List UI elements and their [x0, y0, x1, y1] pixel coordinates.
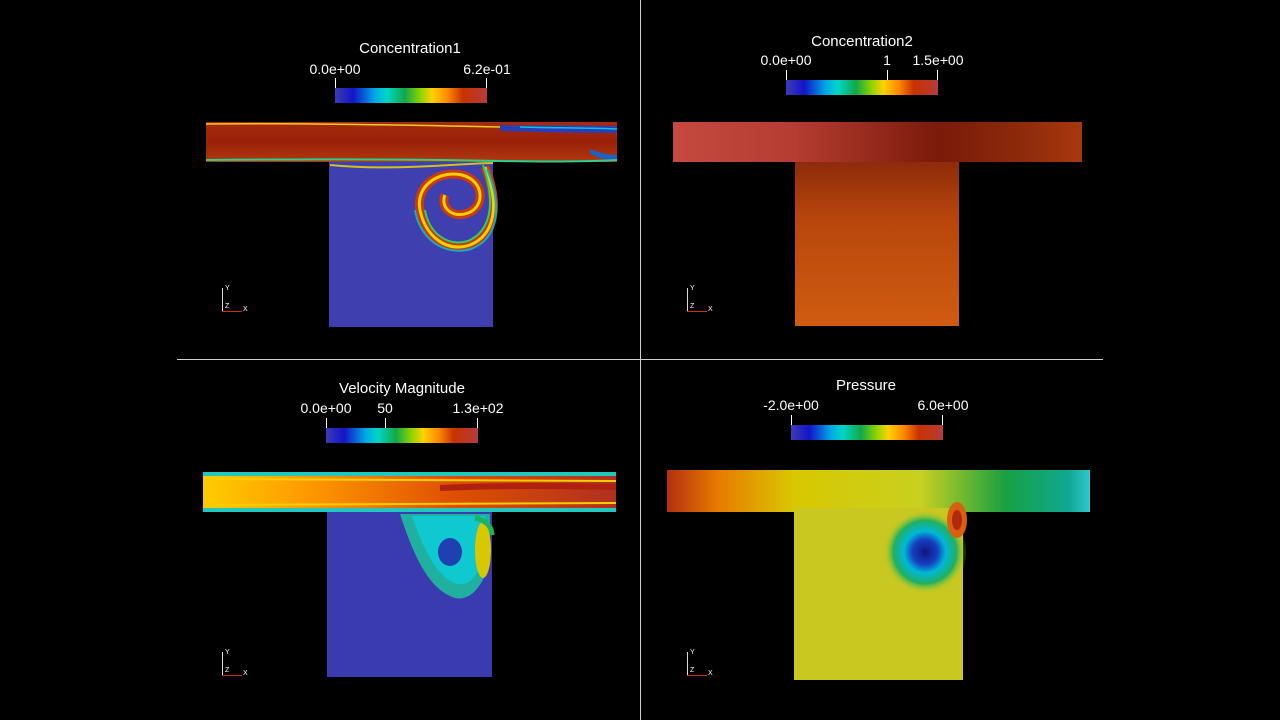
colorbar-min-label: 0.0e+00 — [300, 400, 352, 416]
colorbar-tick — [335, 78, 336, 88]
concentration1-field — [205, 122, 618, 327]
velocity-magnitude-field — [202, 472, 617, 677]
concentration2-field — [673, 122, 1082, 326]
colorbar-tick — [942, 415, 943, 425]
orientation-axes: Y Z X — [219, 649, 253, 682]
colorbar-max-label: 1.3e+02 — [452, 400, 504, 416]
colorbar-tick — [937, 70, 938, 80]
colorbar-title: Velocity Magnitude — [339, 380, 465, 397]
colorbar-min-label: 0.0e+00 — [760, 52, 812, 68]
colorbar-tick — [486, 78, 487, 88]
colorbar-max-label: 6.0e+00 — [917, 397, 969, 413]
colorbar-mid-label: 1 — [883, 52, 891, 68]
colorbar-tick — [786, 70, 787, 80]
pressure-field — [667, 470, 1090, 680]
viewport-pressure[interactable]: Pressure -2.0e+00 6.0e+00 — [640, 360, 1280, 720]
colorbar-title: Pressure — [835, 377, 897, 394]
colorbar-tick — [887, 70, 888, 80]
colorbar-title: Concentration2 — [811, 33, 913, 50]
orientation-axes: Y Z X — [684, 649, 718, 682]
colorbar — [786, 80, 938, 95]
orientation-axes: Y Z X — [684, 285, 718, 318]
colorbar-max-label: 6.2e-01 — [463, 61, 511, 77]
colorbar-min-label: 0.0e+00 — [309, 61, 361, 77]
viewport-velocity-magnitude[interactable]: Velocity Magnitude 0.0e+00 50 1.3e+02 Y — [0, 360, 640, 720]
viewport-concentration1[interactable]: Concentration1 0.0e+00 6.2e-01 Y Z X — [0, 0, 640, 360]
colorbar — [326, 428, 478, 443]
viewport-divider-vertical — [640, 0, 641, 720]
orientation-axes: Y Z X — [219, 285, 253, 318]
colorbar — [335, 88, 487, 103]
colorbar-tick — [791, 415, 792, 425]
colorbar-title: Concentration1 — [359, 40, 461, 57]
viewport-concentration2[interactable]: Concentration2 0.0e+00 1 1.5e+00 Y Z — [640, 0, 1280, 360]
colorbar — [791, 425, 943, 440]
colorbar-mid-label: 50 — [377, 400, 393, 416]
colorbar-tick — [326, 418, 327, 428]
colorbar-max-label: 1.5e+00 — [912, 52, 964, 68]
colorbar-tick — [477, 418, 478, 428]
colorbar-tick — [385, 418, 386, 428]
colorbar-min-label: -2.0e+00 — [763, 397, 819, 413]
viewport-divider-horizontal — [177, 359, 1103, 360]
